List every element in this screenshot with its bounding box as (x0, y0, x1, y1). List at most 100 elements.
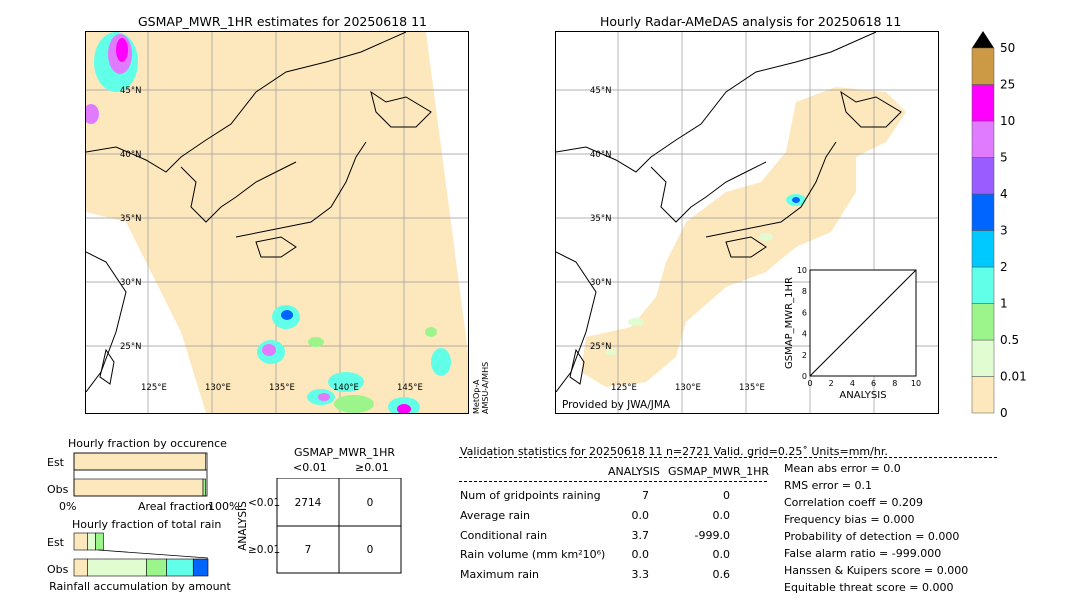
occurrence-obs-label: Obs (47, 483, 69, 496)
colorbar-tick-label: 1 (1000, 297, 1008, 311)
total-rain-xlabel: Rainfall accumulation by amount (49, 580, 231, 593)
colorbar-cell (971, 193, 995, 231)
contingency-row-axis-label: ANALYSIS (237, 501, 249, 551)
contingency-cell: 2714 (295, 497, 322, 509)
occurrence-bar-frame (73, 452, 208, 497)
inset-y-tick-label: 8 (802, 287, 807, 296)
colorbar-cell (971, 303, 995, 341)
inset-y-tick-label: 6 (802, 308, 807, 317)
total-rain-est-label: Est (47, 536, 65, 549)
total-rain-bar-segment (87, 532, 96, 551)
inset-x-tick-label: 6 (871, 379, 876, 388)
validation-gsmap-value: 0.0 (712, 509, 731, 522)
inset-scatter-diagonal (809, 269, 917, 377)
colorbar-cell (971, 376, 995, 414)
right-lon-label: 125°E (611, 383, 637, 393)
left-rain-blobs (86, 32, 451, 413)
occurrence-chart: Est Obs 0% Areal fraction 100% (47, 452, 239, 513)
inset-y-tick-label: 2 (802, 351, 807, 360)
left-lon-label: 125°E (141, 383, 167, 393)
inset-xlabel: ANALYSIS (839, 390, 886, 401)
inset-x-tick-label: 4 (850, 379, 855, 388)
total-rain-bar-segment (95, 532, 104, 551)
inset-x-tick-label: 8 (892, 379, 897, 388)
validation-table-divider (459, 481, 767, 482)
occurrence-title: Hourly fraction by occurence (68, 437, 227, 450)
validation-gsmap-value: 0 (723, 489, 730, 502)
right-lat-label: 35°N (590, 214, 611, 224)
colorbar-tick-label: 4 (1000, 187, 1008, 201)
contingency-table: ANALYSIS <0.01 ≥0.01 2714 0 7 0 (237, 478, 402, 574)
total-rain-title: Hourly fraction of total rain (72, 518, 222, 531)
validation-analysis-value: 0.0 (631, 509, 650, 522)
colorbar-cell (971, 120, 995, 158)
validation-analysis-value: 3.3 (631, 568, 650, 581)
colorbar-cell (971, 47, 995, 85)
validation-row-label: Num of gridpoints raining (460, 489, 601, 502)
occurrence-axis-mid: Areal fraction (138, 500, 212, 513)
validation-col-analysis: ANALYSIS (608, 465, 660, 478)
validation-score: Correlation coeff = 0.209 (784, 496, 923, 509)
left-lat-label: 25°N (120, 342, 141, 352)
right-lat-label: 30°N (590, 278, 611, 288)
contingency-row-header: ≥0.01 (248, 544, 280, 556)
occurrence-bar-segment (202, 478, 206, 497)
left-lon-label: 130°E (205, 383, 231, 393)
colorbar-tick-label: 10 (1000, 114, 1015, 128)
colorbar-tick-label: 0 (1000, 406, 1008, 420)
contingency-col-header: ≥0.01 (355, 461, 389, 474)
right-lat-label: 45°N (590, 86, 611, 96)
inset-x-tick-label: 10 (911, 379, 921, 388)
validation-analysis-value: 3.7 (631, 529, 650, 542)
contingency-row-header: <0.01 (248, 497, 280, 509)
left-map-canvas: 45°N 40°N 35°N 30°N 25°N 125°E 130°E 135… (86, 32, 468, 413)
occurrence-est-label: Est (47, 456, 65, 469)
colorbar: 0 0.01 0.5 1 2 3 4 5 10 25 50 (971, 31, 1027, 420)
left-lat-label: 40°N (120, 150, 141, 160)
left-lon-label: 135°E (269, 383, 295, 393)
inset-y-tick-label: 10 (797, 266, 807, 275)
right-coastlines (556, 32, 902, 393)
colorbar-tick-label: 5 (1000, 151, 1008, 165)
contingency-cell: 7 (305, 544, 312, 556)
right-lat-label: 40°N (590, 150, 611, 160)
inset-x-tick-label: 0 (807, 379, 812, 388)
validation-analysis-value: 7 (642, 489, 649, 502)
right-lat-label: 25°N (590, 342, 611, 352)
left-lon-label: 145°E (397, 383, 423, 393)
validation-score: Equitable threat score = 0.000 (784, 581, 954, 594)
inset-y-tick-label: 4 (802, 330, 807, 339)
contingency-cell: 0 (367, 544, 374, 556)
occurrence-axis-right: 100% (208, 500, 239, 513)
validation-row-label: Average rain (460, 509, 530, 522)
validation-score: Hanssen & Kuipers score = 0.000 (784, 564, 969, 577)
validation-row-label: Maximum rain (460, 568, 539, 581)
total-rain-bar-segment (166, 558, 194, 577)
colorbar-tick-label: 0.5 (1000, 333, 1019, 347)
right-map-title: Hourly Radar-AMeDAS analysis for 2025061… (600, 14, 902, 29)
validation-divider (459, 457, 997, 458)
colorbar-cell (971, 266, 995, 304)
total-rain-bar-segment (146, 558, 167, 577)
left-side-labels: MetOp-A AMSU-A/MHS (472, 362, 490, 414)
left-lat-label: 45°N (120, 86, 141, 96)
validation-score: False alarm ratio = -999.000 (784, 547, 942, 560)
validation-gsmap-value: 0.0 (712, 548, 731, 561)
inset-y-tick-label: 0 (802, 372, 807, 381)
total-rain-bar-segment (192, 558, 209, 577)
validation-score: Frequency bias = 0.000 (784, 513, 915, 526)
validation-score: RMS error = 0.1 (784, 479, 872, 492)
validation-row-label: Conditional rain (460, 529, 548, 542)
colorbar-extend-arrow (972, 31, 994, 48)
right-map-canvas: 45°N 40°N 35°N 30°N 25°N 125°E 130°E 135… (556, 32, 938, 413)
provider-credit: Provided by JWA/JMA (562, 399, 671, 411)
occurrence-axis-left: 0% (59, 500, 76, 513)
validation-gsmap-value: -999.0 (694, 529, 730, 542)
right-rain-blobs (605, 194, 806, 355)
colorbar-cell (971, 157, 995, 195)
validation-score: Probability of detection = 0.000 (784, 530, 960, 543)
right-gridlines (556, 32, 938, 413)
contingency-title: GSMAP_MWR_1HR (294, 446, 396, 459)
total-rain-bar-segment (87, 558, 147, 577)
colorbar-cell (971, 230, 995, 268)
